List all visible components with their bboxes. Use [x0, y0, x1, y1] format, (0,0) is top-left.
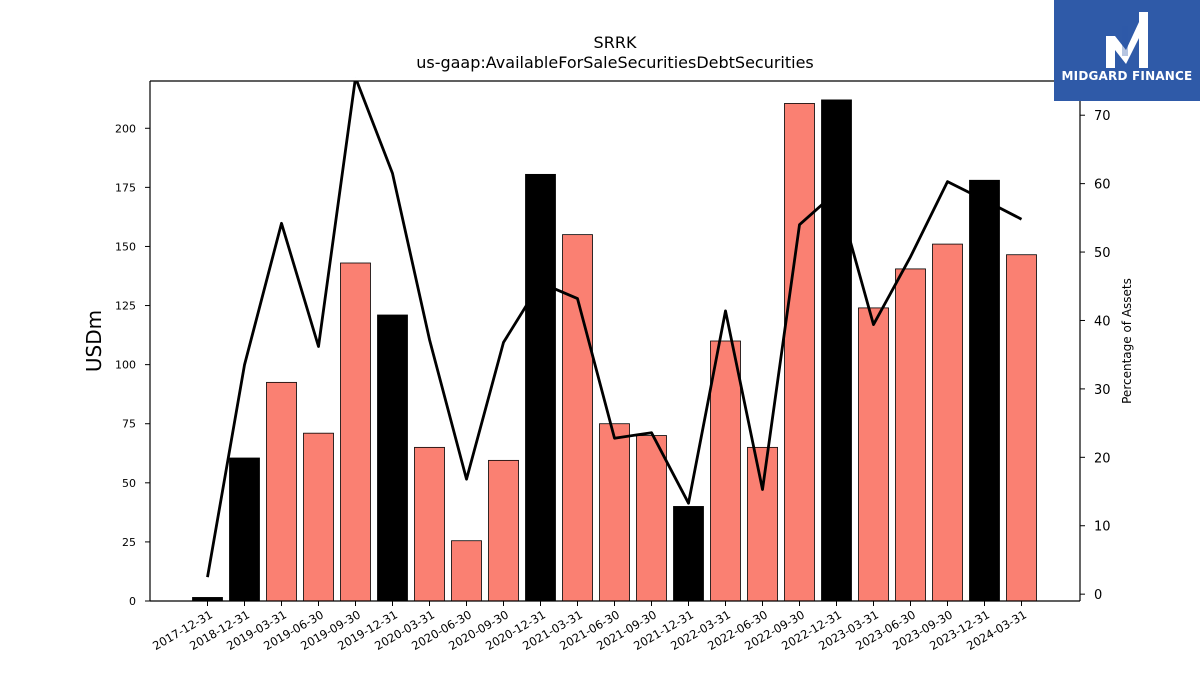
bar-series — [192, 99, 1037, 602]
y-tick-label: 125 — [115, 300, 136, 313]
y2-tick-label: 50 — [1094, 246, 1111, 261]
y2-tick-label: 20 — [1094, 451, 1111, 466]
bar — [525, 173, 556, 602]
y-axis-label: USDm — [82, 310, 106, 372]
bar — [599, 423, 630, 602]
y2-tick-label: 10 — [1094, 520, 1111, 535]
bar — [747, 446, 778, 602]
y2-tick-label: 70 — [1094, 109, 1111, 124]
y-tick-label: 50 — [122, 477, 136, 490]
bar — [451, 540, 482, 602]
bar — [784, 103, 815, 602]
y-tick-label: 100 — [115, 359, 136, 372]
bar — [821, 99, 852, 602]
logo-mark-icon — [1106, 12, 1148, 68]
bar — [932, 243, 963, 602]
y2-axis-label: Percentage of Assets — [1120, 278, 1134, 404]
y2-tick-label: 40 — [1094, 314, 1111, 329]
bar — [1006, 254, 1037, 602]
y-tick-label: 75 — [122, 418, 136, 431]
line-series — [206, 77, 1023, 578]
bar — [266, 381, 297, 602]
y-tick-label: 175 — [115, 181, 136, 194]
y2-tick-label: 0 — [1094, 588, 1102, 603]
bar — [562, 234, 593, 602]
bar — [488, 459, 519, 602]
chart-subtitle: us-gaap:AvailableForSaleSecuritiesDebtSe… — [416, 53, 814, 72]
logo-text: MIDGARD FINANCE — [1061, 69, 1193, 83]
y-tick-label: 200 — [115, 122, 136, 135]
bar — [858, 307, 889, 602]
y-tick-label: 0 — [129, 595, 136, 608]
bar — [636, 435, 667, 602]
bar — [895, 268, 926, 602]
y-tick-label: 25 — [122, 536, 136, 549]
y-tick-label: 150 — [115, 240, 136, 253]
bar — [414, 446, 445, 602]
y2-tick-label: 60 — [1094, 178, 1111, 193]
chart-title: SRRK — [594, 33, 637, 52]
logo: MIDGARD FINANCE — [1054, 0, 1200, 101]
bar — [303, 432, 334, 602]
bar — [969, 179, 1000, 602]
bar — [673, 506, 704, 602]
bar — [340, 262, 371, 602]
bar — [377, 314, 408, 602]
y2-tick-label: 30 — [1094, 383, 1111, 398]
bar — [229, 457, 260, 602]
bar — [710, 340, 741, 602]
